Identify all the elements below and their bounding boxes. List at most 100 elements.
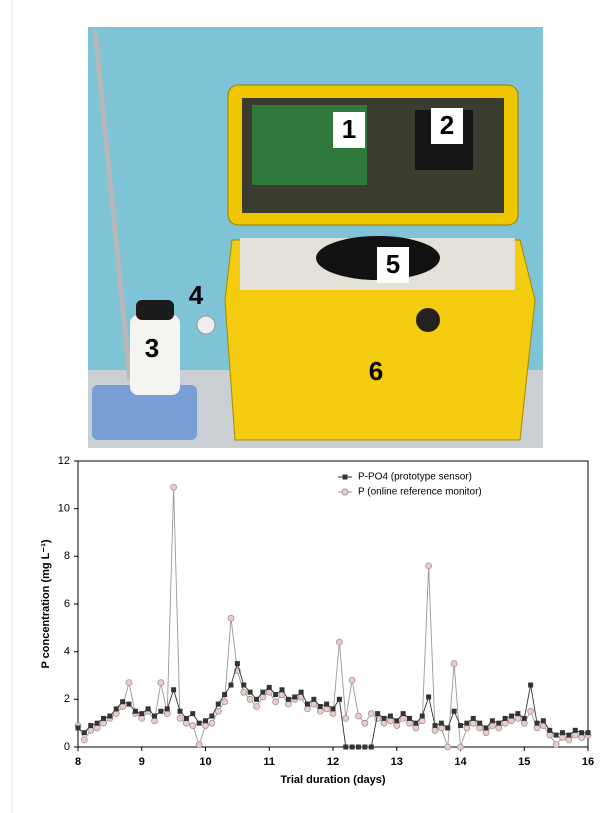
data-point xyxy=(171,687,177,693)
data-point xyxy=(209,713,215,719)
y-tick-label: 10 xyxy=(58,503,70,515)
data-point xyxy=(425,562,433,570)
data-point xyxy=(483,725,489,731)
data-point xyxy=(215,701,221,707)
data-point xyxy=(323,705,331,713)
data-point xyxy=(176,715,184,722)
data-point xyxy=(381,715,387,721)
x-tick-label: 12 xyxy=(327,756,339,768)
data-point xyxy=(196,720,202,726)
data-point xyxy=(534,720,540,726)
data-point xyxy=(190,711,196,717)
data-point xyxy=(227,614,235,622)
data-point xyxy=(560,730,565,736)
data-point xyxy=(342,715,350,722)
data-point xyxy=(457,743,464,751)
data-point xyxy=(80,736,88,744)
data-point xyxy=(470,715,476,721)
data-point xyxy=(546,731,554,739)
data-point xyxy=(183,715,189,721)
data-point xyxy=(375,711,381,717)
x-tick-label: 10 xyxy=(199,756,211,768)
data-point xyxy=(520,719,528,727)
y-tick-label: 4 xyxy=(64,646,70,658)
data-point xyxy=(203,718,208,724)
data-point xyxy=(304,705,311,713)
bottle xyxy=(130,315,180,395)
data-point xyxy=(394,718,400,724)
photo: 1 2 3 4 5 6 xyxy=(88,27,543,448)
legend-marker xyxy=(341,488,349,496)
series-line xyxy=(77,662,588,748)
data-point xyxy=(284,700,292,708)
data-point xyxy=(553,732,559,738)
data-point xyxy=(330,706,336,712)
data-point xyxy=(571,731,579,739)
data-point xyxy=(93,724,101,732)
photo-label: 5 xyxy=(386,249,400,279)
data-point xyxy=(222,692,228,698)
data-point xyxy=(367,710,375,718)
data-point xyxy=(450,660,458,667)
data-point xyxy=(393,722,401,729)
data-point xyxy=(444,743,452,751)
data-point xyxy=(246,695,254,703)
data-point xyxy=(139,711,145,717)
data-point xyxy=(164,706,170,712)
data-point xyxy=(221,698,229,706)
x-tick-label: 11 xyxy=(263,756,275,768)
data-point xyxy=(489,718,495,724)
data-point xyxy=(189,722,197,729)
photo-label: 2 xyxy=(440,110,454,140)
data-point xyxy=(419,713,425,719)
bottle-cap xyxy=(136,300,174,320)
data-point xyxy=(426,694,432,700)
y-tick-label: 8 xyxy=(64,550,70,562)
plot-frame xyxy=(77,460,589,748)
data-point xyxy=(343,744,349,750)
data-point xyxy=(107,713,113,719)
data-point xyxy=(195,741,203,749)
data-point xyxy=(476,724,484,732)
data-point xyxy=(336,696,342,702)
x-tick-label: 16 xyxy=(582,756,594,768)
chart: P concentration (mg L⁻¹) Trial duration … xyxy=(40,455,594,786)
y-tick-label: 12 xyxy=(58,455,70,467)
label-box xyxy=(377,247,409,283)
data-point xyxy=(94,720,100,726)
data-point xyxy=(547,727,553,733)
data-point xyxy=(566,732,572,738)
data-point xyxy=(349,744,355,750)
data-point xyxy=(228,682,234,688)
data-point xyxy=(241,682,247,688)
data-point xyxy=(458,723,463,729)
data-point xyxy=(260,689,266,695)
data-point xyxy=(75,725,81,731)
data-point xyxy=(387,713,393,719)
data-point xyxy=(316,707,324,715)
data-point xyxy=(559,734,566,741)
data-point xyxy=(578,734,586,741)
data-point xyxy=(386,717,394,725)
data-point xyxy=(317,703,323,709)
data-point xyxy=(170,483,178,491)
data-point xyxy=(177,708,183,714)
data-point xyxy=(521,715,527,721)
data-point xyxy=(438,720,444,726)
data-point xyxy=(214,707,222,715)
data-point xyxy=(412,724,420,732)
data-point xyxy=(311,696,317,702)
data-point xyxy=(285,696,291,702)
data-point xyxy=(572,727,578,733)
data-point xyxy=(437,724,445,732)
data-point xyxy=(324,701,330,707)
label-box xyxy=(360,354,392,390)
data-point xyxy=(305,701,310,707)
data-point xyxy=(496,720,502,726)
data-point xyxy=(451,708,457,714)
data-point xyxy=(527,707,535,715)
legend-label: P (online reference monitor) xyxy=(358,487,482,498)
data-point xyxy=(298,689,304,695)
data-point xyxy=(254,696,259,702)
data-point xyxy=(348,676,356,684)
